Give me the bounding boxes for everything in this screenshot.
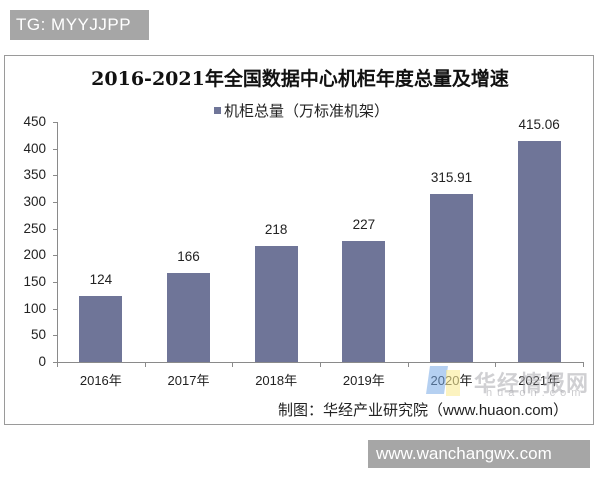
- chart-source: 制图：华经产业研究院（www.huaon.com）: [278, 402, 569, 419]
- chart-title: 2016-2021年全国数据中心机柜年度总量及增速: [91, 68, 509, 90]
- x-tick: [57, 362, 58, 367]
- bar: [79, 295, 123, 362]
- y-tick: [53, 228, 57, 230]
- tg-watermark-badge: TG: MYYJJPP: [10, 10, 149, 40]
- y-tick-label: 350: [23, 167, 46, 183]
- x-tick: [232, 362, 234, 367]
- y-tick: [53, 122, 57, 123]
- bar-value-label: 315.91: [430, 169, 473, 185]
- chart-legend: 机柜总量（万标准机架）: [214, 100, 389, 121]
- y-tick-label: 50: [30, 327, 46, 343]
- y-tick: [53, 255, 57, 257]
- y-tick: [53, 282, 57, 283]
- x-tick: [407, 362, 409, 367]
- y-tick: [53, 202, 57, 203]
- y-tick: [53, 175, 57, 177]
- bar: [517, 140, 561, 362]
- y-tick-label: 250: [23, 220, 46, 236]
- bar: [167, 273, 210, 362]
- bar-value-label: 415.06: [518, 116, 560, 132]
- x-tick: [320, 362, 321, 367]
- y-tick-label: 400: [23, 140, 46, 156]
- y-tick: [53, 308, 57, 310]
- bar-value-label: 227: [352, 216, 376, 232]
- bar-value-label: 166: [177, 249, 200, 265]
- x-axis: [53, 362, 583, 363]
- bar: [342, 240, 386, 362]
- x-tick: [583, 362, 584, 367]
- y-axis: [57, 122, 58, 363]
- x-tick: [495, 362, 497, 367]
- bar-value-label: 124: [89, 271, 113, 287]
- watermark-logo-yellow: [446, 370, 460, 396]
- y-tick-label: 100: [23, 300, 46, 316]
- bar: [254, 245, 298, 362]
- legend-label: 机柜总量（万标准机架）: [224, 103, 390, 120]
- y-tick-label: 200: [23, 247, 46, 263]
- watermark-url: huaon.com: [486, 387, 586, 399]
- site-watermark-badge: www.wanchangwx.com: [368, 440, 590, 468]
- x-category-label: 2016年: [79, 373, 122, 388]
- x-category-label: 2018年: [255, 373, 298, 388]
- watermark-text: 华经情报网: [474, 371, 590, 396]
- y-tick: [53, 335, 57, 337]
- bar-value-label: 218: [264, 221, 288, 237]
- y-tick-label: 300: [23, 194, 46, 209]
- x-category-label: 2019年: [342, 373, 385, 388]
- y-tick-label: 0: [38, 354, 46, 369]
- y-tick: [53, 148, 57, 150]
- x-tick: [144, 362, 146, 367]
- bar: [430, 193, 473, 362]
- x-category-label: 2017年: [167, 373, 210, 388]
- x-category-label: 2021年: [518, 373, 561, 388]
- y-tick: [53, 362, 57, 363]
- legend-swatch-icon: [214, 107, 221, 114]
- y-tick-label: 450: [23, 114, 46, 129]
- y-tick-label: 150: [23, 274, 46, 289]
